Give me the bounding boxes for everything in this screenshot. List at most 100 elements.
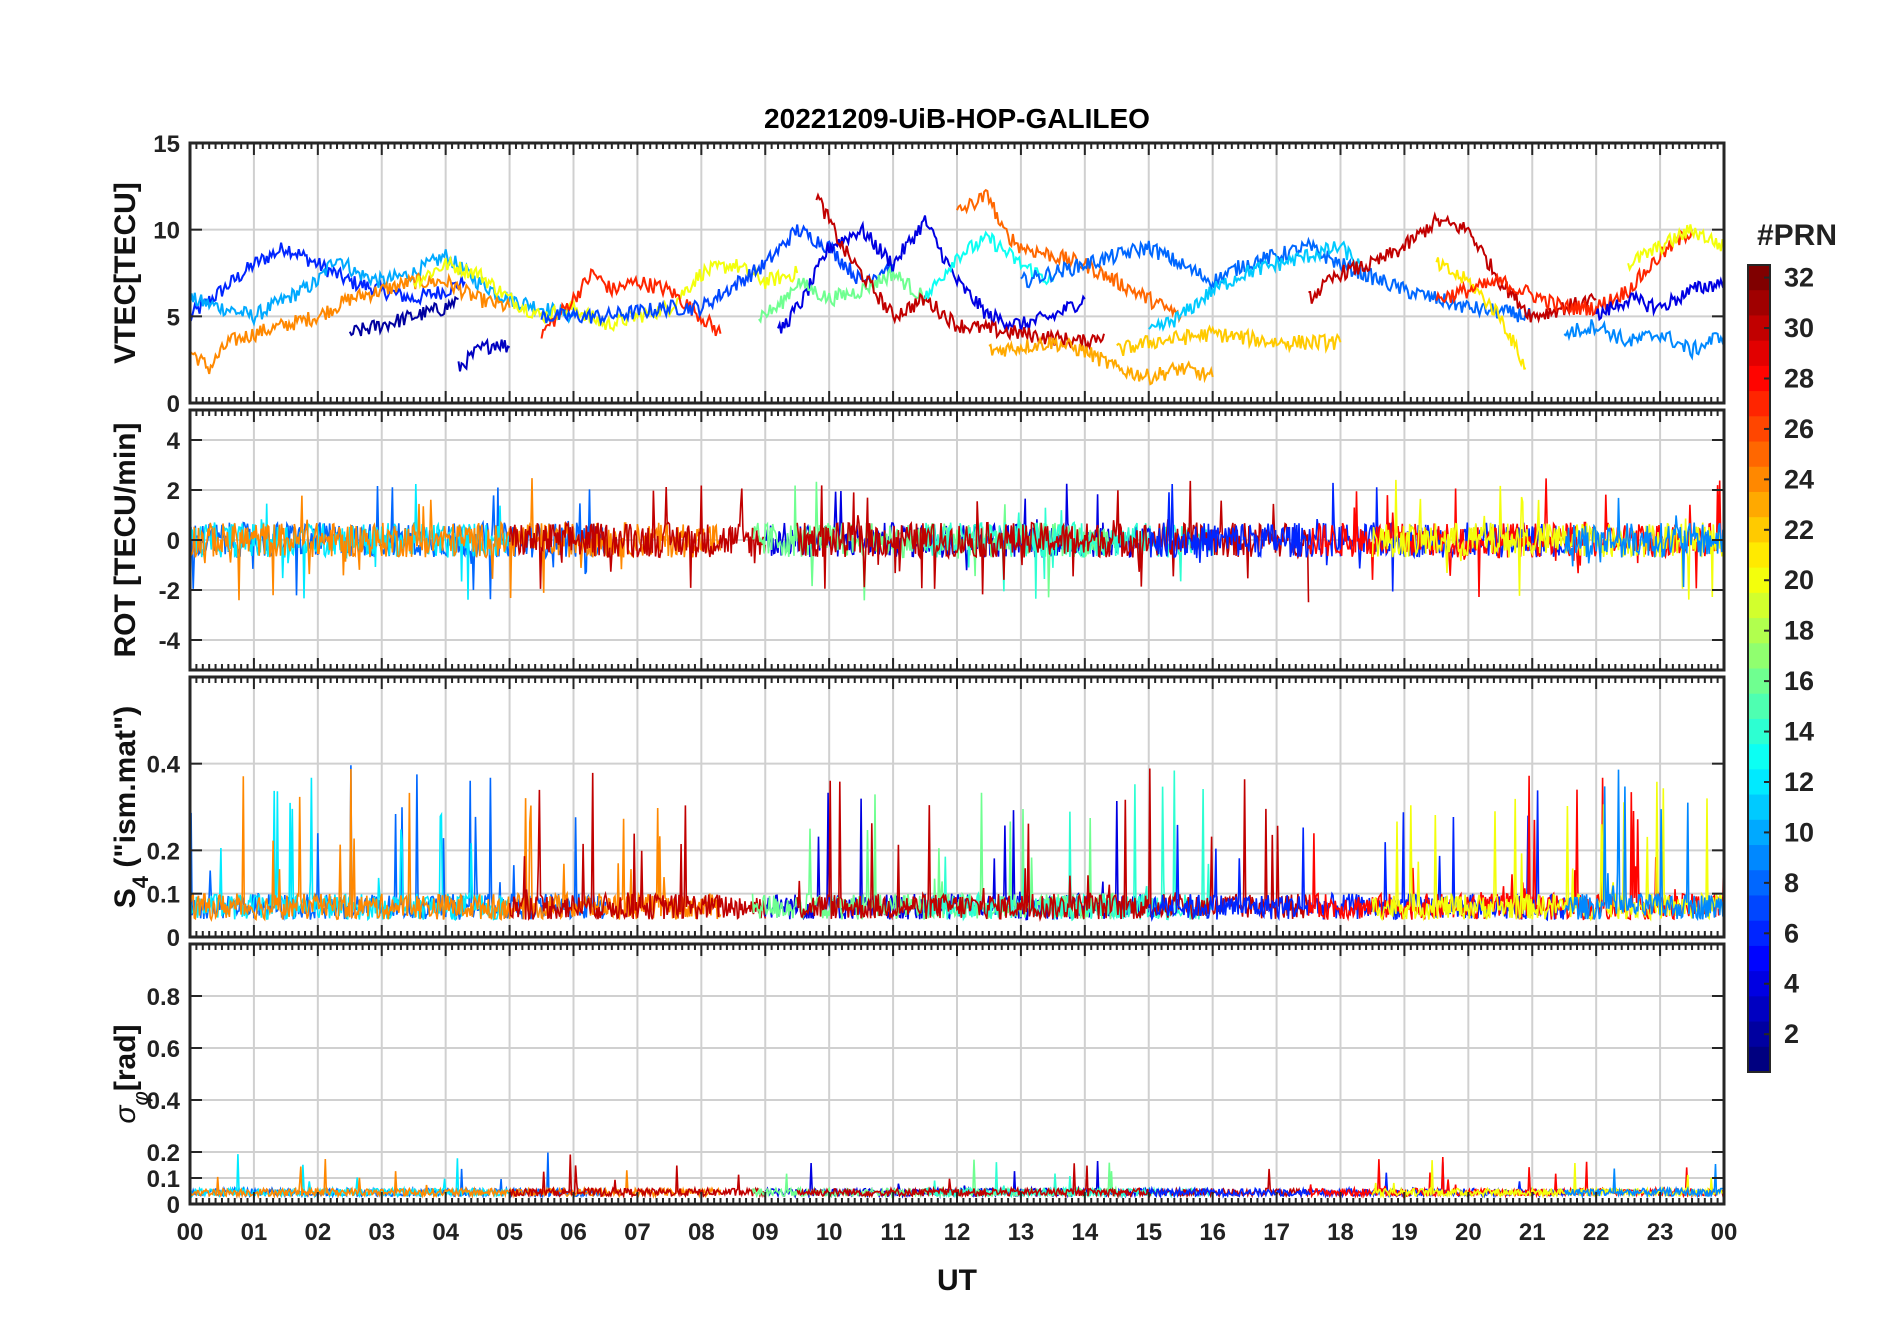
colorbar-segment xyxy=(1748,870,1770,897)
x-tick-label: 10 xyxy=(816,1219,843,1246)
x-tick-label: 00 xyxy=(177,1219,204,1246)
x-tick-label: 02 xyxy=(304,1219,331,1246)
colorbar-tick-label: 20 xyxy=(1784,565,1814,595)
colorbar-segment xyxy=(1748,517,1770,544)
series-line-prn6 xyxy=(190,242,466,322)
series-line-prn30 xyxy=(508,772,767,921)
colorbar-segment xyxy=(1748,340,1770,367)
y-tick-label: 2 xyxy=(167,478,180,505)
series-line-prn6 xyxy=(1148,1161,1565,1200)
colorbar-segment xyxy=(1748,920,1770,947)
colorbar-segment xyxy=(1748,819,1770,846)
colorbar-segment xyxy=(1748,744,1770,770)
colorbar-tick-label: 2 xyxy=(1784,1019,1799,1049)
y-tick-label: 0 xyxy=(167,1192,180,1219)
x-tick-label: 09 xyxy=(752,1219,779,1246)
x-tick-label: 08 xyxy=(688,1219,715,1246)
colorbar-segment xyxy=(1748,416,1770,443)
x-tick-label: 19 xyxy=(1391,1219,1418,1246)
y-axis-label-vtec: VTEC[TECU] xyxy=(109,182,142,364)
series-line-prn9 xyxy=(1563,497,1724,588)
series-line-prn14 xyxy=(924,770,1214,922)
panel-vtec: 0 5 10 15 VTEC[TECU] xyxy=(109,131,1726,418)
colorbar-tick-label: 8 xyxy=(1784,868,1799,898)
y-tick-label: -2 xyxy=(159,578,180,605)
y-tick-label: 0.1 xyxy=(147,882,180,909)
colorbar-segment xyxy=(1748,794,1770,821)
x-tick-label: 15 xyxy=(1135,1219,1162,1246)
colorbar-label: #PRN xyxy=(1757,219,1837,252)
x-tick-label: 14 xyxy=(1071,1219,1098,1246)
series-line-prn16 xyxy=(758,265,926,324)
series-line-prn3 xyxy=(457,337,511,372)
colorbar-tick-label: 10 xyxy=(1784,817,1814,847)
series-line-prn9 xyxy=(1563,1163,1724,1200)
colorbar-tick-label: 14 xyxy=(1784,717,1814,747)
colorbar-segment xyxy=(1748,895,1770,922)
series-line-prn24 xyxy=(190,768,722,922)
series-line-prn21 xyxy=(1435,257,1527,370)
series-line-prn13 xyxy=(924,230,1054,300)
colorbar-segment xyxy=(1748,592,1770,619)
colorbar-segment xyxy=(1748,996,1770,1023)
colorbar-tick-label: 6 xyxy=(1784,918,1799,948)
series-line-prn9 xyxy=(1563,769,1724,922)
colorbar-segment xyxy=(1748,365,1770,392)
colorbar-segment xyxy=(1748,643,1770,670)
series-line-prn4 xyxy=(1595,276,1724,322)
series-line-prn20 xyxy=(1371,479,1724,600)
colorbar-tick-label: 4 xyxy=(1784,969,1799,999)
y-tick-label: 0.8 xyxy=(147,984,180,1011)
series-line-prn20 xyxy=(1627,224,1724,273)
panel-s4: 0 0.1 0.2 0.4S4 ("ism.mat") xyxy=(109,675,1726,952)
series-line-prn4 xyxy=(777,215,1086,334)
x-tick-label: 06 xyxy=(560,1219,587,1246)
x-axis-label: UT xyxy=(937,1264,977,1297)
series-line-prn30 xyxy=(796,768,1309,922)
y-axis-label-sigma: σφ[rad] xyxy=(109,1024,153,1123)
colorbar-segment xyxy=(1748,769,1770,796)
x-tick-label: 20 xyxy=(1455,1219,1482,1246)
y-tick-label: 0 xyxy=(167,925,180,952)
x-axis: 00 01 02 03 04 05 06 07 08 09 10 11 12 13 14 15 16 17 18 19… xyxy=(177,1219,1738,1246)
x-tick-label: 07 xyxy=(624,1219,651,1246)
x-tick-label: 01 xyxy=(241,1219,268,1246)
y-tick-label: 0.2 xyxy=(147,1140,180,1167)
colorbar-frame xyxy=(1747,264,1771,1073)
y-tick-label: 0.4 xyxy=(147,1088,181,1115)
series-line-prn20 xyxy=(1371,781,1724,922)
colorbar-tick-label: 32 xyxy=(1784,263,1814,293)
colorbar-segment xyxy=(1748,466,1770,493)
colorbar-segment xyxy=(1748,491,1770,518)
y-tick-label: -4 xyxy=(159,628,181,655)
colorbar-tick-label: 30 xyxy=(1784,313,1814,343)
x-tick-label: 22 xyxy=(1583,1219,1610,1246)
x-tick-label: 00 xyxy=(1711,1219,1738,1246)
y-tick-label: 0.1 xyxy=(147,1166,180,1193)
colorbar-tick-label: 22 xyxy=(1784,515,1814,545)
colorbar-tick-label: 12 xyxy=(1784,767,1814,797)
y-tick-label: 0 xyxy=(167,528,180,555)
colorbar-segment xyxy=(1748,1046,1770,1073)
series-line-prn27 xyxy=(1435,229,1693,317)
colorbar-tick-label: 26 xyxy=(1784,414,1814,444)
series-line-prn24 xyxy=(190,272,511,375)
colorbar-segment xyxy=(1748,567,1770,594)
colorbar-tick-label: 28 xyxy=(1784,363,1814,393)
y-tick-label: 0 xyxy=(167,391,180,418)
series-line-prn2 xyxy=(348,295,459,337)
colorbar-segment xyxy=(1748,945,1770,972)
colorbar-segment xyxy=(1748,618,1770,644)
series-line-prn24 xyxy=(190,478,722,601)
colorbar-segment xyxy=(1748,718,1770,745)
x-tick-label: 23 xyxy=(1647,1219,1674,1246)
series-line-prn9 xyxy=(1563,319,1724,361)
x-tick-label: 21 xyxy=(1519,1219,1546,1246)
y-tick-label: 0.4 xyxy=(147,752,181,779)
series-group xyxy=(190,478,1724,603)
x-tick-label: 05 xyxy=(496,1219,523,1246)
colorbar-segment xyxy=(1748,971,1770,997)
x-tick-label: 04 xyxy=(432,1219,459,1246)
panel-rot: -4 -2 0 2 4 ROT [TECU/min] xyxy=(109,408,1726,672)
